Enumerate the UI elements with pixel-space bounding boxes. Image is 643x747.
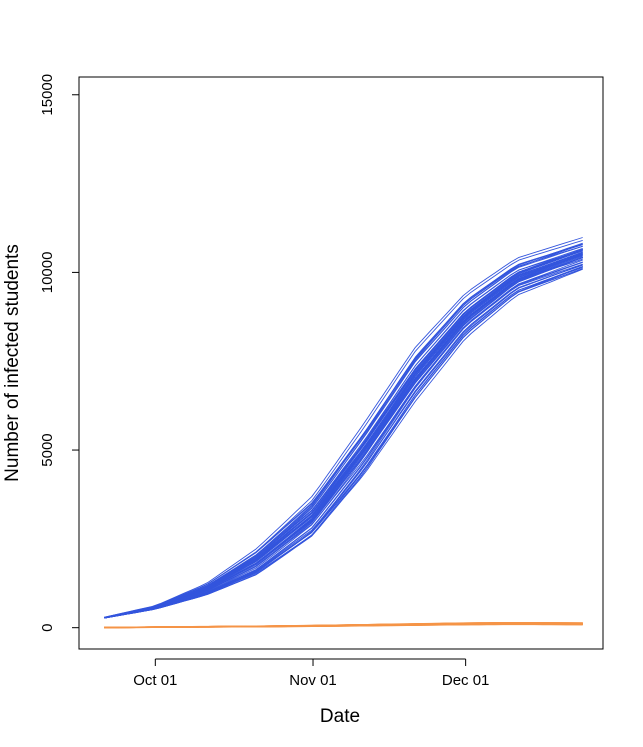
series-line [104,265,583,619]
series-line [104,245,583,618]
y-tick-label: 0 [39,624,56,632]
series-layer [104,237,583,629]
series-line [104,268,583,619]
series-line [104,258,583,619]
series-line [104,261,583,619]
series-line [104,250,583,619]
series-line [104,254,583,619]
series-line [104,250,583,619]
series-line [104,250,583,619]
axes-layer: Oct 01 Nov 01 Dec 01 0 5000 10000 15000 [39,74,489,689]
series-line [104,268,583,619]
series-group-1 [104,621,583,629]
y-tick-label: 5000 [39,433,56,466]
series-line [104,257,583,619]
series-line [104,257,583,619]
series-line [104,621,583,628]
series-line [104,256,583,619]
series-line [104,249,583,618]
series-line [104,252,583,619]
series-group-0 [104,237,583,619]
series-line [104,253,583,619]
x-tick-label: Nov 01 [289,672,337,689]
x-axis-title: Date [320,706,360,727]
series-line [104,255,583,619]
series-line [104,248,583,618]
series-line [104,245,583,618]
series-line [104,264,583,619]
series-line [104,254,583,619]
series-line [104,257,583,619]
series-line [104,264,583,619]
series-line [104,248,583,618]
series-line [104,249,583,618]
plot-frame [78,76,604,650]
series-line [104,263,583,619]
x-tick-label: Oct 01 [133,672,177,689]
series-line [104,251,583,619]
series-line [104,257,583,619]
x-tick-label: Dec 01 [442,672,490,689]
series-line [104,266,583,619]
series-line [104,255,583,619]
y-tick-label: 15000 [39,74,56,116]
y-tick-label: 10000 [39,252,56,294]
series-line [104,264,583,619]
series-line [104,254,583,619]
series-line [104,242,583,618]
series-line [104,237,583,618]
series-line [104,261,583,619]
series-line [104,247,583,618]
series-line [104,259,583,619]
series-line [104,251,583,619]
series-line [104,268,583,619]
series-line [104,252,583,619]
series-line [104,253,583,619]
series-line [104,256,583,619]
series-line [104,266,583,619]
y-axis-title: Number of infected students [2,244,23,482]
series-line [104,256,583,619]
series-line [104,248,583,618]
series-line [104,267,583,619]
series-line [104,243,583,618]
